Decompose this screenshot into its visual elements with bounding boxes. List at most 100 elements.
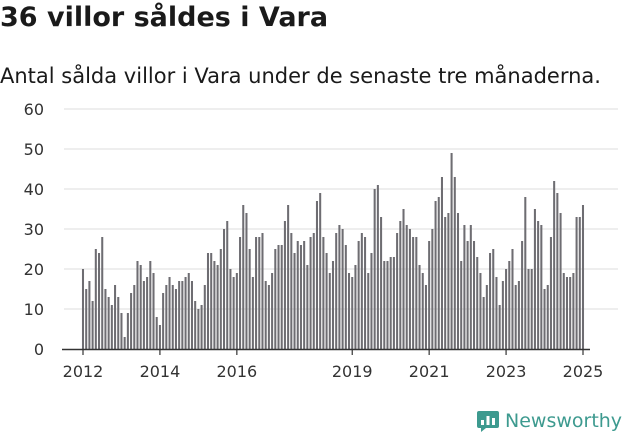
page-title: 36 villor såldes i Vara [0,2,329,33]
bar [533,209,536,349]
bar [223,229,226,349]
bar [380,217,383,349]
bar [206,253,210,349]
bar [575,217,578,349]
bar [482,297,485,349]
bar [190,281,193,349]
bar [303,241,306,349]
y-tick-label: 0 [34,340,44,359]
bar [133,285,136,349]
bar [149,261,152,349]
bar [210,253,213,349]
bar [312,233,315,349]
bar [367,273,370,349]
bar [389,257,392,349]
bar [184,277,187,349]
bar [142,281,145,349]
bar [527,269,530,349]
newsworthy-logo: Newsworthy [476,409,622,433]
bar [187,273,190,349]
bar [514,285,517,349]
bar [428,241,431,349]
bar [146,277,149,349]
bar [546,285,549,349]
bar [524,197,527,349]
bar [226,221,229,349]
bar [274,249,277,349]
x-tick-label: 2016 [216,362,257,381]
bar [229,269,232,349]
bar [85,289,88,349]
bar [331,261,335,349]
bar [453,177,456,349]
bar [492,249,495,349]
bars [81,153,585,349]
bar [392,257,395,349]
bar [456,213,460,349]
bar [511,249,514,349]
bar [171,285,174,349]
bar [181,281,184,349]
bar [476,257,479,349]
bar [98,253,101,349]
bar [114,285,117,349]
bar [396,233,399,349]
bar [277,245,280,349]
bar [405,225,408,349]
y-tick-label: 50 [24,140,44,159]
bar [123,337,126,349]
bar [360,233,363,349]
bar [245,213,248,349]
bar [581,205,585,349]
y-tick-label: 60 [24,100,44,119]
bar [376,185,379,349]
bar [322,237,325,349]
bar [200,305,203,349]
bar [556,193,559,349]
bar [158,325,161,349]
bar [267,285,270,349]
bar [130,293,133,349]
bar [94,249,97,349]
bar [437,197,440,349]
bar [479,273,482,349]
bar [495,277,498,349]
bar [319,193,322,349]
bar [232,277,235,349]
bar [469,225,472,349]
bar [197,309,200,349]
y-axis-labels: 0 10 20 30 40 50 60 [24,100,44,359]
bar [239,237,242,349]
bar [213,261,216,349]
x-tick-label: 2019 [332,362,373,381]
bar [537,221,540,349]
bar [91,301,94,349]
y-tick-label: 20 [24,260,44,279]
bar [155,317,158,349]
bar [139,265,142,349]
x-axis: 2012 2014 2016 2019 2021 2023 2025 [62,348,603,381]
bar [152,273,155,349]
bar [530,269,533,349]
bar [81,269,85,349]
bar [559,213,562,349]
bar [216,265,219,349]
x-tick-label: 2012 [63,362,104,381]
bar [280,245,283,349]
bar [306,265,309,349]
bar [174,289,177,349]
bar [110,305,113,349]
bar [440,177,443,349]
bar [299,245,302,349]
bar [104,289,107,349]
bar [408,229,411,349]
newsworthy-logo-icon [477,411,499,432]
bar [261,233,264,349]
bar [107,297,110,349]
bar [501,281,504,349]
bar [344,245,347,349]
brand-name: Newsworthy [505,410,623,432]
x-tick-label: 2023 [486,362,527,381]
bar [402,209,405,349]
bar [168,277,171,349]
